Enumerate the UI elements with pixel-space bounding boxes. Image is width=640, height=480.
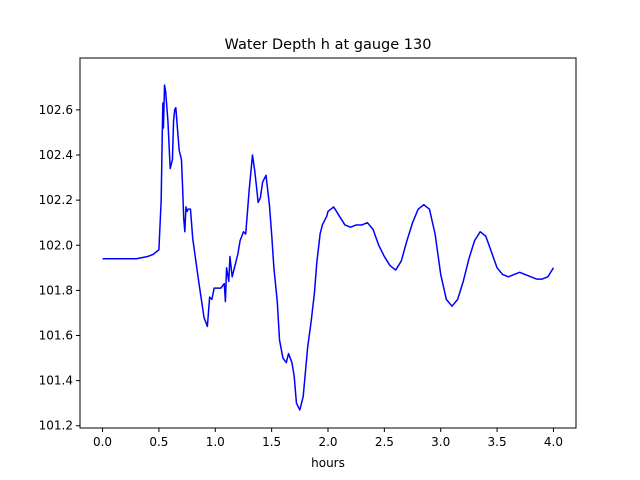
y-tick-label: 101.4 <box>39 374 73 388</box>
chart-title: Water Depth h at gauge 130 <box>225 37 432 53</box>
plot-frame <box>79 57 577 429</box>
x-tick-label: 2.0 <box>318 435 337 449</box>
x-tick-label: 1.5 <box>262 435 281 449</box>
y-tick-label: 102.6 <box>39 103 73 117</box>
x-tick-label: 1.0 <box>206 435 225 449</box>
series-line-0 <box>102 84 555 411</box>
y-tick-label: 102.2 <box>39 193 73 207</box>
x-tick-label: 2.5 <box>375 435 394 449</box>
y-tick-label: 101.6 <box>39 329 73 343</box>
x-axis-label: hours <box>311 456 345 470</box>
x-tick-label: 3.0 <box>431 435 450 449</box>
y-tick-label: 101.8 <box>39 283 73 297</box>
x-tick-label: 4.0 <box>544 435 563 449</box>
x-tick-label: 0.5 <box>149 435 168 449</box>
y-tick-label: 101.2 <box>39 419 73 433</box>
x-tick-label: 3.5 <box>488 435 507 449</box>
x-tick-label: 0.0 <box>93 435 112 449</box>
y-tick-label: 102.0 <box>39 238 73 252</box>
y-tick-label: 102.4 <box>39 148 73 162</box>
